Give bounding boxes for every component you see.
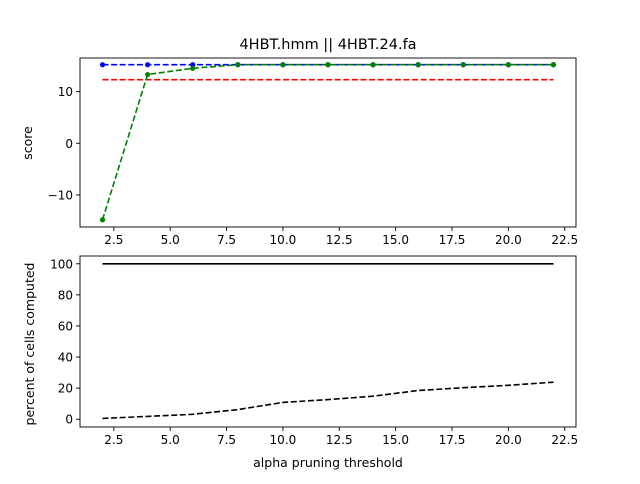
y-axis-label-percent: percent of cells computed [22, 263, 37, 426]
series-1-line [102, 381, 554, 420]
x-tick-label: 15.0 [382, 233, 409, 247]
series-2-line [101, 63, 554, 221]
y-tick-label: 0 [65, 413, 73, 427]
y-tick-label: 80 [58, 288, 73, 302]
series-2-point [280, 62, 286, 68]
series-0-point [145, 62, 151, 68]
y-tick-label: 60 [58, 319, 73, 333]
y-tick-label: −10 [48, 188, 73, 202]
series-2-point [235, 62, 241, 68]
plot-frame [79, 57, 577, 228]
series-2-point [99, 217, 106, 223]
series-2-point [325, 62, 331, 68]
x-tick-label: 12.5 [326, 233, 353, 247]
x-tick-label: 7.5 [217, 433, 236, 447]
x-tick-label: 5.0 [161, 433, 180, 447]
y-tick-label: 20 [58, 382, 73, 396]
x-tick-label: 2.5 [104, 233, 123, 247]
series-2-point [550, 62, 557, 68]
x-tick-label: 10.0 [270, 433, 297, 447]
series-2-point [415, 62, 421, 68]
x-tick-label: 5.0 [161, 233, 180, 247]
plot-frame [79, 255, 577, 428]
y-tick-label: 100 [50, 257, 73, 271]
x-tick-label: 17.5 [439, 433, 466, 447]
series-2-point [505, 62, 511, 68]
series-2-point [370, 62, 376, 68]
series-2-point [145, 71, 151, 78]
series-2-point [190, 65, 196, 71]
percent-subplot: percent of cells computed alpha pruning … [22, 255, 578, 470]
series-2-point [460, 62, 466, 68]
x-tick-label: 12.5 [326, 433, 353, 447]
series-0-point [99, 62, 106, 68]
score-subplot: 4HBT.hmm || 4HBT.24.fa score 2.5 5.0 7.5 10… [20, 37, 578, 247]
x-tick-label: 20.0 [495, 233, 522, 247]
x-tick-label: 7.5 [217, 233, 236, 247]
series-0-point [190, 62, 196, 68]
x-tick-label: 20.0 [495, 433, 522, 447]
y-axis-label-score: score [20, 126, 35, 160]
x-tick-label: 15.0 [382, 433, 409, 447]
y-tick-label: 10 [58, 85, 73, 99]
y-tick-label: 0 [65, 137, 73, 151]
x-axis-label: alpha pruning threshold [253, 455, 403, 470]
x-tick-label: 22.5 [551, 433, 578, 447]
chart-title: 4HBT.hmm || 4HBT.24.fa [239, 37, 416, 53]
x-tick-label: 10.0 [270, 233, 297, 247]
y-tick-label: 40 [58, 351, 73, 365]
x-tick-label: 2.5 [104, 433, 123, 447]
x-tick-label: 22.5 [551, 233, 578, 247]
x-tick-label: 17.5 [439, 233, 466, 247]
